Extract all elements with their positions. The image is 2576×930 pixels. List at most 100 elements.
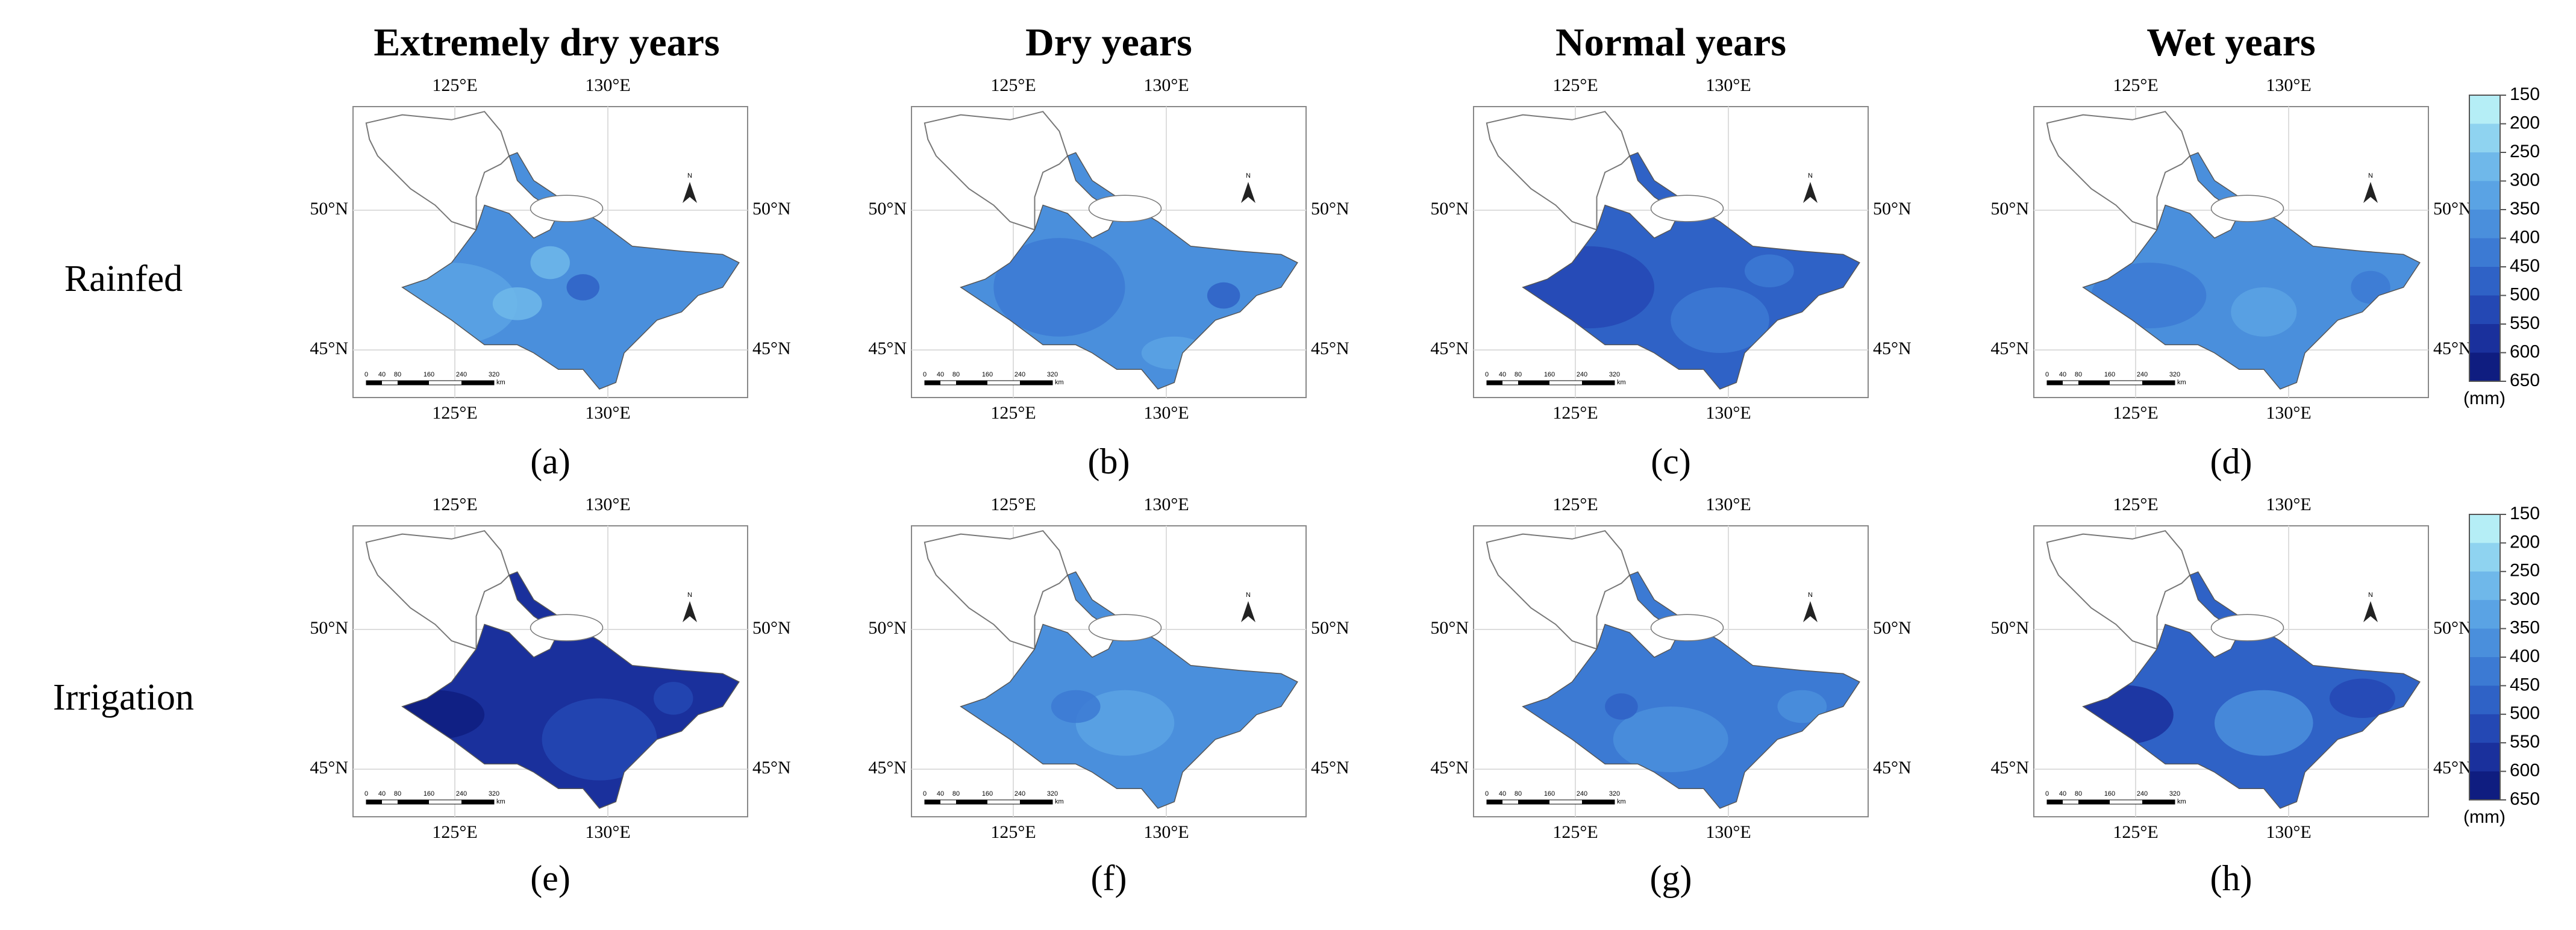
scale-label: 40 [2059,371,2066,378]
lon-label: 130°E [1143,822,1189,842]
lon-label: 125°E [432,75,477,95]
scale-label: 160 [1544,371,1555,378]
scale-label: 240 [1577,371,1587,378]
scale-label: 0 [923,790,927,797]
legend-label: 250 [2510,561,2540,581]
legend-swatch [2469,685,2500,715]
north-arrow [1803,182,1818,203]
north-label: N [1808,591,1813,599]
lat-label: 50°N [1990,618,2029,638]
scale-label: 240 [1577,790,1587,797]
legend-label: 650 [2510,370,2540,390]
scale-seg [398,381,429,385]
region-north [924,530,1069,650]
lake [1650,195,1724,222]
scale-label: 40 [378,790,386,797]
scale-seg [2078,800,2110,804]
legend-label: 550 [2510,313,2540,333]
scale-seg [461,800,494,804]
north-arrow [1803,601,1818,622]
legend-unit: (mm) [2463,807,2506,827]
scale-seg [925,800,940,804]
lat-label: 45°N [1430,758,1469,778]
contour-zone [1207,282,1240,309]
lon-label: 130°E [1143,75,1189,95]
legend-label: 450 [2510,256,2540,276]
lon-label: 130°E [2266,822,2311,842]
legend-label: 500 [2510,704,2540,723]
legend-label: 250 [2510,142,2540,161]
region-outline [401,152,740,390]
north-label: N [2368,172,2373,179]
scale-label: 320 [489,790,499,797]
lat-label: 45°N [752,339,791,358]
legend-label: 650 [2510,789,2540,809]
legend-label: 200 [2510,532,2540,552]
north-label: N [1246,591,1251,599]
map-panel: 125°E 125°E 130°E 130°E 50°N 50°N 45°N 45°N N 0 40… [868,75,1349,423]
contour-zone [2231,287,2297,337]
lon-label: 130°E [2266,495,2311,514]
lon-label: 130°E [1143,403,1189,423]
legend-swatch [2469,743,2500,772]
scale-seg [1518,800,1549,804]
scale-unit: km [1055,798,1064,805]
scale-label: 40 [1499,371,1506,378]
north-label: N [687,172,692,179]
lat-label: 50°N [1311,618,1349,638]
lon-label: 130°E [585,403,630,423]
lat-label: 50°N [1430,199,1469,219]
region-outline [2082,571,2421,809]
legend-swatch [2469,267,2500,296]
lake [2210,614,2284,641]
panel-label: (d) [2210,442,2252,481]
scale-unit: km [496,379,505,386]
north-label: N [1246,172,1251,179]
contour-zone [654,682,693,715]
legend-swatch [2469,238,2500,267]
map-panel: 125°E 125°E 130°E 130°E 50°N 50°N 45°N 45°N N 0 40… [1990,495,2471,842]
scale-seg [1020,381,1052,385]
lat-label: 45°N [1990,339,2029,358]
scale-label: 0 [2045,790,2049,797]
legend-swatch [2469,543,2500,572]
scale-label: 80 [1515,371,1522,378]
contour-zone [1744,254,1794,287]
scale-seg [1582,381,1615,385]
lat-label: 50°N [310,199,348,219]
lat-label: 50°N [2433,618,2472,638]
region-outline [2082,152,2421,390]
scale-label: 320 [2169,371,2180,378]
region-north [1486,111,1631,231]
lon-label: 130°E [2266,403,2311,423]
region-north [924,111,1069,231]
legend-label: 400 [2510,646,2540,666]
scale-seg [1020,800,1052,804]
scale-label: 0 [364,790,368,797]
lon-label: 125°E [2113,403,2158,423]
legend-swatch [2469,352,2500,382]
scale-unit: km [496,798,505,805]
north-label: N [687,591,692,599]
north-label: N [2368,591,2373,599]
lat-label: 45°N [1873,758,1912,778]
lat-label: 45°N [1311,758,1349,778]
scale-seg [2047,800,2063,804]
legend-swatch [2469,771,2500,800]
scale-seg [956,381,987,385]
region-north [2046,530,2191,650]
scale-label: 80 [2075,790,2082,797]
contour-zone [542,698,657,781]
lat-label: 45°N [868,339,907,358]
legend-swatch [2469,571,2500,601]
scale-seg [2142,381,2175,385]
lon-label: 125°E [990,403,1036,423]
scale-unit: km [1617,798,1626,805]
lat-label: 45°N [2433,339,2472,358]
lon-label: 130°E [585,495,630,514]
panel-label: (g) [1650,858,1692,898]
lake [1650,614,1724,641]
legend-label: 200 [2510,113,2540,133]
legend-label: 300 [2510,589,2540,609]
lat-label: 50°N [868,199,907,219]
